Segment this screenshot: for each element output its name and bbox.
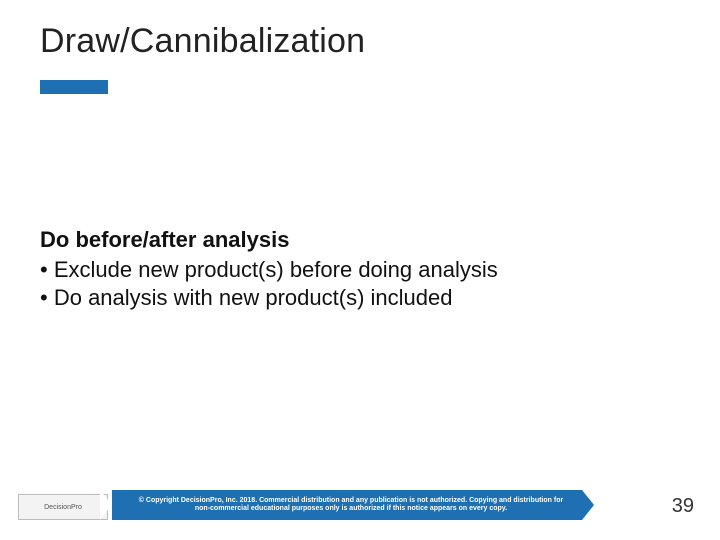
- slide-footer: DecisionPro © Copyright DecisionPro, Inc…: [0, 484, 720, 526]
- page-number: 39: [672, 495, 694, 518]
- slide: Draw/Cannibalization Do before/after ana…: [0, 0, 720, 540]
- slide-title: Draw/Cannibalization: [40, 22, 365, 61]
- logo: DecisionPro: [18, 494, 108, 520]
- bullet-item: Do analysis with new product(s) included: [40, 284, 680, 313]
- content-lead: Do before/after analysis: [40, 226, 680, 254]
- logo-text: DecisionPro: [44, 504, 82, 511]
- bullet-item: Exclude new product(s) before doing anal…: [40, 256, 680, 285]
- copyright-text: © Copyright DecisionPro, Inc. 2018. Comm…: [134, 497, 568, 514]
- bullet-list: Exclude new product(s) before doing anal…: [40, 256, 680, 313]
- copyright-ribbon: © Copyright DecisionPro, Inc. 2018. Comm…: [112, 490, 582, 520]
- slide-content: Do before/after analysis Exclude new pro…: [40, 226, 680, 313]
- title-accent-bar: [40, 80, 108, 94]
